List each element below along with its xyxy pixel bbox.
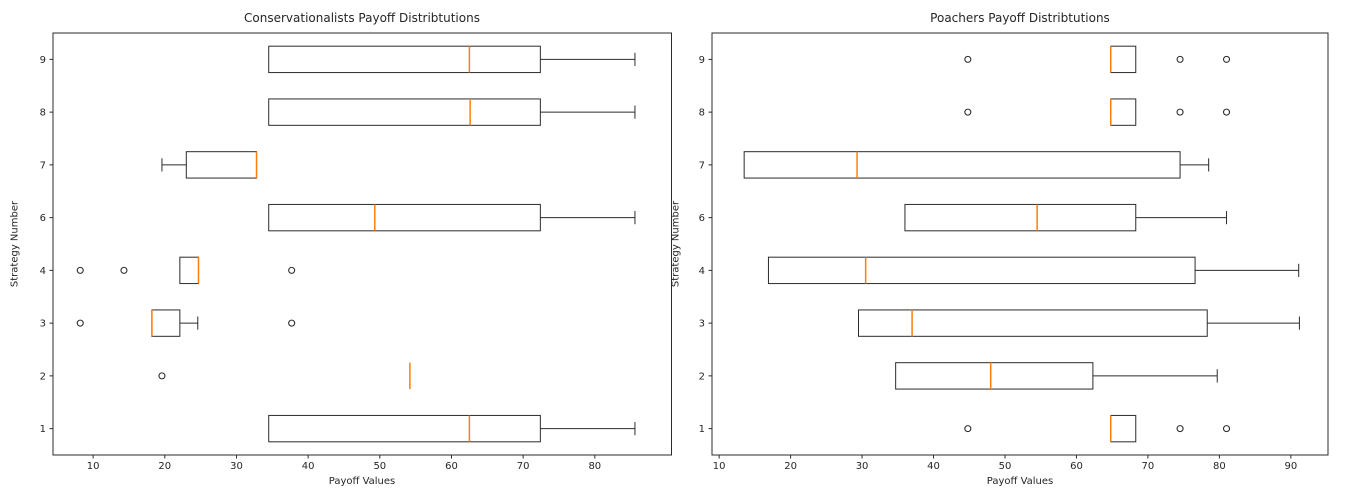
svg-text:4: 4 xyxy=(699,266,705,277)
svg-text:40: 40 xyxy=(302,461,315,472)
svg-text:70: 70 xyxy=(1142,461,1155,472)
svg-text:7: 7 xyxy=(40,160,46,171)
svg-text:30: 30 xyxy=(856,461,869,472)
svg-text:4: 4 xyxy=(40,266,46,277)
svg-text:1: 1 xyxy=(40,424,46,435)
svg-text:80: 80 xyxy=(1213,461,1226,472)
svg-text:20: 20 xyxy=(784,461,797,472)
svg-text:8: 8 xyxy=(699,108,705,119)
svg-text:7: 7 xyxy=(699,160,705,171)
svg-text:60: 60 xyxy=(1070,461,1083,472)
svg-text:80: 80 xyxy=(588,461,601,472)
x-axis-label-conservationalists: Payoff Values xyxy=(328,476,396,487)
svg-text:20: 20 xyxy=(158,461,171,472)
svg-text:6: 6 xyxy=(40,213,46,224)
y-axis-label-poachers: Strategy Number xyxy=(670,200,682,288)
svg-text:40: 40 xyxy=(927,461,940,472)
svg-text:3: 3 xyxy=(40,319,46,330)
svg-text:50: 50 xyxy=(373,461,386,472)
chart-title-conservationalists: Conservationalists Payoff Distribtutions xyxy=(244,11,480,25)
svg-text:90: 90 xyxy=(1284,461,1297,472)
x-axis-label-poachers: Payoff Values xyxy=(986,476,1054,487)
svg-text:2: 2 xyxy=(699,371,705,382)
svg-text:10: 10 xyxy=(87,461,100,472)
svg-text:9: 9 xyxy=(40,55,46,66)
svg-text:1: 1 xyxy=(699,424,705,435)
svg-text:50: 50 xyxy=(999,461,1012,472)
svg-text:3: 3 xyxy=(699,319,705,330)
chart-title-poachers: Poachers Payoff Distribtutions xyxy=(930,11,1110,25)
svg-text:60: 60 xyxy=(445,461,458,472)
y-axis-label-conservationalists: Strategy Number xyxy=(9,200,21,288)
svg-text:30: 30 xyxy=(230,461,243,472)
svg-text:70: 70 xyxy=(517,461,530,472)
svg-text:10: 10 xyxy=(713,461,726,472)
svg-text:9: 9 xyxy=(699,55,705,66)
svg-text:6: 6 xyxy=(699,213,705,224)
svg-text:2: 2 xyxy=(40,371,46,382)
svg-text:8: 8 xyxy=(40,108,46,119)
